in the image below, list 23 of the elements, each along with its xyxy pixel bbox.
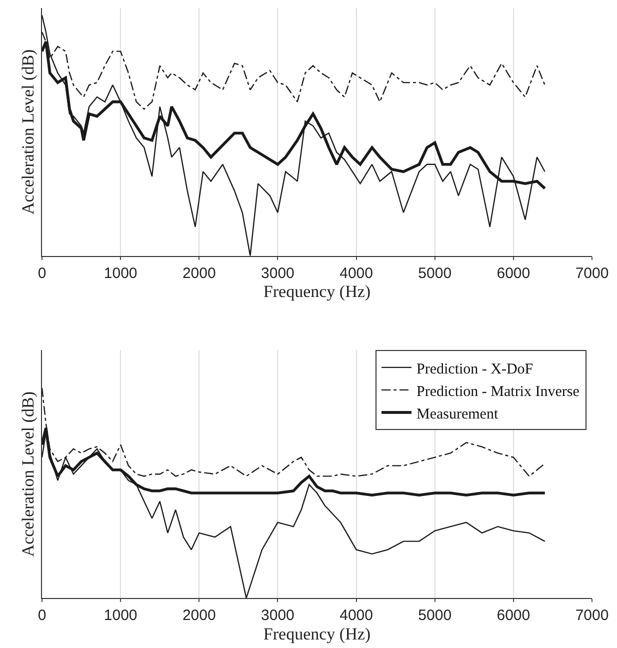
- x-tick-label: 1000: [104, 607, 138, 624]
- x-tick-label: 5000: [418, 607, 452, 624]
- legend-label: Prediction - X-DoF: [416, 361, 534, 378]
- legend-label: Prediction - Matrix Inverse: [416, 384, 580, 400]
- x-tick-label: 1000: [104, 264, 138, 282]
- x-tick-label: 7000: [575, 607, 609, 624]
- x-tick-label: 4000: [340, 607, 373, 624]
- x-tick-label: 2000: [182, 607, 216, 624]
- y-axis-title: Acceleration Level (dB): [18, 49, 38, 214]
- x-tick-label: 5000: [418, 264, 452, 282]
- x-tick-label: 6000: [496, 264, 530, 282]
- x-tick-label: 3000: [261, 264, 294, 282]
- y-axis-title: Acceleration Level (dB): [18, 392, 38, 557]
- x-tick-label: 7000: [575, 264, 609, 282]
- x-axis-title: Frequency (Hz): [263, 624, 371, 644]
- x-axis-title: Frequency (Hz): [263, 282, 371, 302]
- x-tick-label: 4000: [340, 264, 373, 282]
- x-tick-label: 0: [38, 264, 46, 282]
- x-tick-label: 2000: [182, 264, 216, 282]
- legend-label: Measurement: [416, 406, 499, 422]
- x-tick-label: 3000: [261, 607, 294, 624]
- x-tick-label: 0: [38, 607, 46, 624]
- x-tick-label: 6000: [496, 607, 530, 624]
